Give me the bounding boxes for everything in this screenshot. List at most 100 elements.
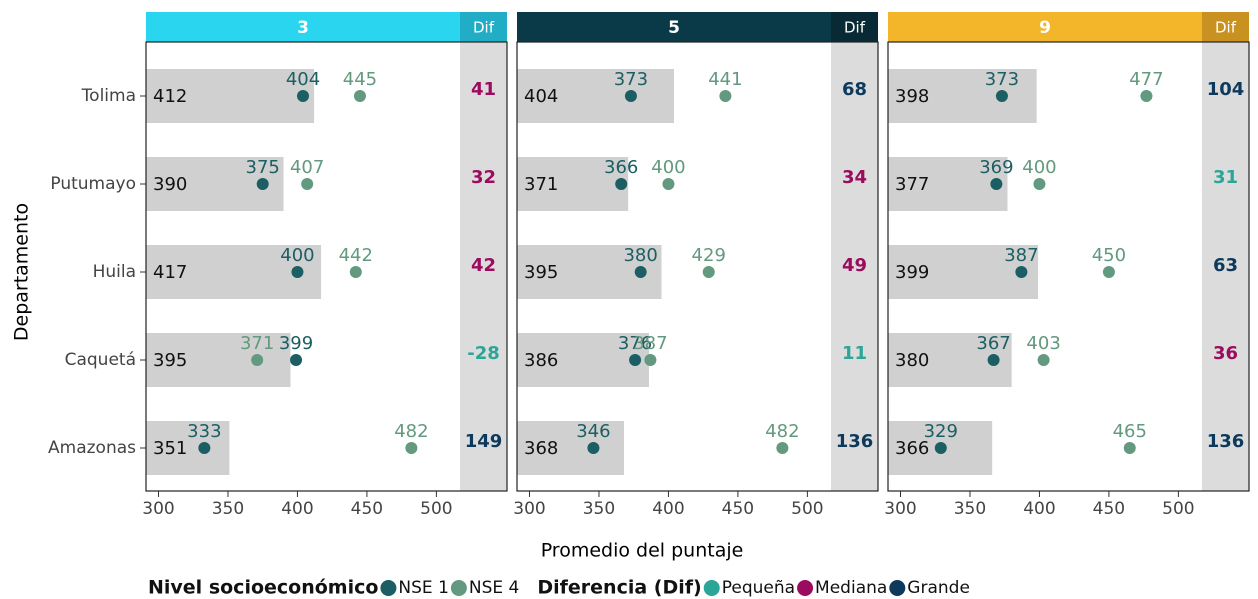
dif-label: 11 (842, 343, 867, 364)
dif-label: 31 (1213, 167, 1238, 188)
dot-label: 375 (246, 157, 280, 178)
dot (662, 178, 675, 190)
bar-label: 412 (153, 86, 187, 107)
dot-label: 333 (187, 421, 221, 442)
panel-header (517, 12, 831, 42)
bar (517, 157, 629, 211)
dot (1037, 354, 1050, 366)
dot-label: 482 (394, 421, 428, 442)
x-tick-label: 350 (954, 499, 986, 519)
legend-label: NSE 4 (469, 578, 519, 598)
dif-header (1202, 12, 1249, 42)
bar-label: 399 (895, 262, 929, 283)
dif-header (460, 12, 507, 42)
dot (615, 178, 628, 190)
panel-title: 9 (1039, 18, 1051, 38)
dot-label: 400 (651, 157, 685, 178)
dot-label: 477 (1129, 69, 1163, 90)
dif-label: 32 (471, 167, 496, 188)
dot (251, 354, 264, 366)
dot (987, 354, 1000, 366)
x-tick-label: 400 (652, 499, 684, 519)
bar (517, 69, 674, 123)
dot-label: 380 (623, 245, 657, 266)
dot-label: 399 (279, 333, 313, 354)
dif-strip (1202, 42, 1249, 491)
dif-label: 63 (1213, 255, 1238, 276)
dot-label: 373 (985, 69, 1019, 90)
dot-label: 465 (1113, 421, 1147, 442)
bar (517, 333, 649, 387)
bar-label: 404 (524, 86, 558, 107)
dot (776, 442, 789, 454)
dif-header-label: Dif (844, 19, 866, 37)
bar-label: 395 (524, 262, 558, 283)
legend-key (703, 580, 720, 596)
legend-label: Pequeña (722, 578, 795, 598)
dot-label: 407 (290, 157, 324, 178)
dot-label: 369 (979, 157, 1013, 178)
dot (291, 266, 304, 278)
dif-header (831, 12, 878, 42)
legend-key (889, 580, 906, 596)
x-tick-label: 450 (1093, 499, 1125, 519)
x-tick-label: 450 (722, 499, 754, 519)
dot (256, 178, 269, 190)
dot (629, 354, 642, 366)
x-tick-label: 300 (513, 499, 545, 519)
dot (301, 178, 314, 190)
dot (1123, 442, 1136, 454)
dot (644, 354, 657, 366)
dif-label: 136 (1207, 431, 1245, 452)
y-tick-label: Caquetá (65, 350, 136, 370)
bar-label: 386 (524, 350, 558, 371)
bar-label: 398 (895, 86, 929, 107)
x-tick-label: 500 (420, 499, 452, 519)
x-tick-label: 400 (1023, 499, 1055, 519)
dot (702, 266, 715, 278)
dot-label: 387 (1004, 245, 1038, 266)
dot (297, 90, 309, 102)
x-tick-label: 400 (281, 499, 313, 519)
dif-strip (831, 42, 878, 491)
dif-strip (460, 42, 507, 491)
dot (405, 442, 418, 454)
y-tick-label: Huila (93, 262, 136, 282)
x-tick-label: 350 (583, 499, 615, 519)
dif-label: 104 (1207, 79, 1245, 100)
bar (888, 157, 1008, 211)
x-axis-label: Promedio del puntaje (541, 540, 744, 562)
dot (990, 178, 1003, 190)
bar-label: 395 (153, 350, 187, 371)
y-axis-label: Departamento (11, 203, 33, 341)
bar (517, 421, 624, 475)
dot-label: 387 (633, 333, 667, 354)
bar (146, 69, 315, 123)
dot-label: 404 (286, 69, 320, 90)
dot-label: 441 (708, 69, 742, 90)
legend-title: Diferencia (Dif) (537, 577, 701, 599)
bar-label: 417 (153, 262, 187, 283)
bar (888, 69, 1037, 123)
dot-label: 445 (343, 69, 377, 90)
dot (587, 442, 600, 454)
dot-label: 366 (604, 157, 638, 178)
dot (1102, 266, 1115, 278)
y-tick-label: Tolima (81, 86, 136, 106)
dot (1033, 178, 1046, 190)
panel-header (146, 12, 460, 42)
dif-label: 136 (836, 431, 874, 452)
dot (353, 90, 366, 102)
dif-label: 41 (471, 79, 496, 100)
dot (1015, 266, 1028, 278)
dot-label: 376 (618, 333, 652, 354)
dot (290, 354, 303, 366)
dot-label: 400 (280, 245, 314, 266)
panel-title: 5 (668, 18, 680, 38)
dif-label: 149 (465, 431, 503, 452)
x-tick-label: 300 (142, 499, 174, 519)
x-tick-label: 500 (1162, 499, 1194, 519)
dif-label: 36 (1213, 343, 1238, 364)
dot-label: 450 (1092, 245, 1126, 266)
